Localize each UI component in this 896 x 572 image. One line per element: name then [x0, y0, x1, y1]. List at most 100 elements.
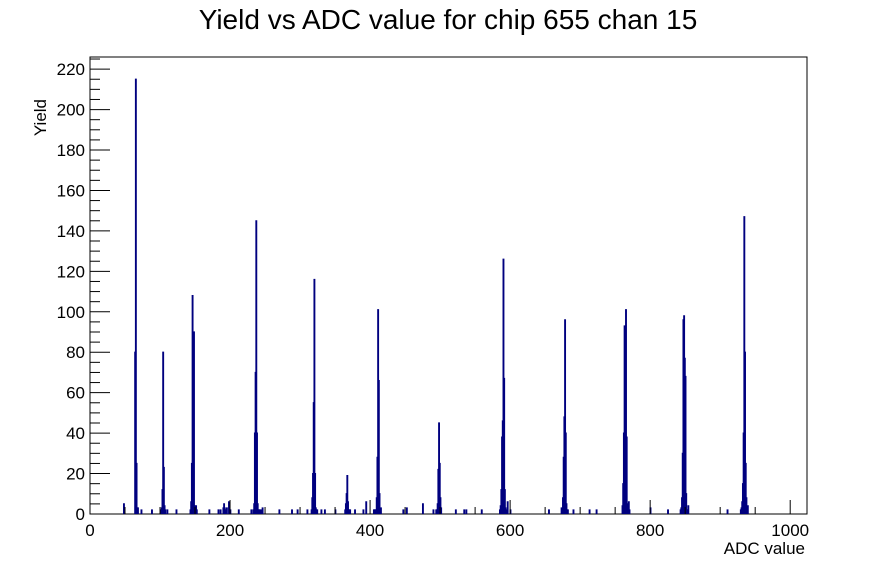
- histogram-bin: [346, 474, 349, 514]
- histogram-bin: [162, 466, 165, 514]
- histogram-bin: [349, 509, 352, 514]
- histogram-bin: [175, 509, 178, 514]
- histogram-bin: [256, 432, 258, 514]
- histogram-bin: [744, 351, 746, 514]
- histogram-bin: [463, 509, 466, 514]
- y-tick-label: 100: [57, 303, 85, 322]
- histogram-bin: [316, 509, 319, 514]
- histogram-bin: [439, 497, 442, 514]
- histogram-bin: [151, 509, 153, 514]
- histogram-bin: [548, 509, 550, 514]
- chart-title: Yield vs ADC value for chip 655 chan 15: [198, 4, 698, 35]
- histogram-bin: [405, 507, 408, 514]
- x-axis-label: ADC value: [724, 539, 805, 558]
- histogram-bin: [237, 509, 240, 514]
- histogram-bin: [726, 509, 729, 514]
- y-tick-label: 180: [57, 141, 85, 160]
- histogram-bin: [137, 507, 139, 514]
- histogram-bin: [362, 509, 365, 514]
- histogram-bin: [134, 78, 137, 514]
- histogram-bin: [347, 501, 349, 514]
- histogram-bin: [572, 509, 575, 514]
- histogram-bin: [320, 509, 323, 514]
- histogram-bin: [255, 220, 258, 514]
- histogram-bin: [306, 509, 309, 514]
- y-tick-label: 160: [57, 181, 85, 200]
- histogram-bin: [566, 509, 569, 514]
- histogram-bin: [278, 509, 281, 514]
- histogram-bin: [505, 509, 508, 514]
- y-tick-label: 60: [66, 384, 85, 403]
- histogram-bin: [250, 509, 253, 514]
- x-tick-label: 1000: [771, 521, 809, 540]
- x-tick-label: 800: [636, 521, 664, 540]
- histogram-bin: [684, 375, 687, 514]
- histogram-bin: [164, 509, 167, 514]
- histogram-bin: [745, 497, 748, 514]
- plot-frame: [89, 56, 808, 515]
- histogram-bin: [378, 493, 381, 514]
- histogram-bin: [228, 501, 230, 514]
- histogram-bin: [402, 509, 405, 514]
- y-tick-label: 220: [57, 60, 85, 79]
- histogram-bin: [628, 509, 631, 514]
- histogram-bin: [260, 509, 263, 514]
- histogram-bin: [687, 505, 690, 514]
- histogram-bin: [225, 507, 228, 514]
- x-tick-label: 200: [216, 521, 244, 540]
- histogram-bin: [421, 503, 424, 514]
- histogram-bin: [377, 379, 380, 514]
- histogram-bin: [667, 509, 669, 514]
- y-axis-label: Yield: [31, 99, 50, 136]
- y-tick-label: 80: [66, 343, 85, 362]
- histogram-bin: [217, 509, 220, 514]
- histogram-bin: [258, 509, 261, 514]
- histogram-bin: [564, 319, 567, 514]
- histogram-bin: [296, 509, 299, 514]
- histogram-bin: [625, 309, 627, 514]
- histogram-bin: [123, 503, 125, 514]
- x-tick-label: 400: [356, 521, 384, 540]
- histogram-bin: [166, 509, 169, 514]
- histogram-bin: [135, 462, 138, 514]
- histogram-bin: [440, 507, 443, 514]
- histogram-bin: [323, 509, 326, 514]
- histogram-bin: [626, 503, 629, 514]
- histogram-bin: [291, 509, 293, 514]
- x-tick-label: 0: [85, 521, 94, 540]
- y-tick-label: 140: [57, 222, 85, 241]
- histogram-bin: [564, 432, 567, 514]
- y-tick-label: 120: [57, 262, 85, 281]
- histogram-bin: [191, 295, 194, 514]
- histogram-bin: [454, 509, 457, 514]
- histogram-bin: [140, 509, 143, 514]
- y-tick-label: 20: [66, 465, 85, 484]
- histogram-bin: [365, 501, 368, 514]
- histogram-bin: [162, 351, 165, 514]
- histogram-bin: [685, 493, 688, 514]
- histogram-bin: [219, 509, 222, 514]
- histogram-bin: [623, 325, 626, 514]
- histogram-bin: [588, 509, 591, 514]
- histogram-bin: [313, 278, 316, 514]
- histogram-bin: [565, 503, 568, 514]
- histogram-bin: [195, 509, 198, 514]
- histogram-bin: [627, 501, 630, 514]
- histogram-bin: [744, 462, 747, 514]
- y-tick-label: 40: [66, 424, 85, 443]
- histogram-bin: [503, 489, 506, 514]
- histogram-bin: [746, 505, 749, 514]
- histogram-bin: [465, 509, 468, 514]
- histogram-bin: [480, 509, 483, 514]
- histogram-bin: [506, 501, 509, 514]
- x-tick-label: 600: [496, 521, 524, 540]
- x-axis: 0 200 400 600 800 1000: [85, 500, 809, 540]
- y-axis: 0 20 40 60 80 100 120 140 160 180 200 220: [57, 58, 110, 524]
- histogram-bin: [193, 331, 195, 514]
- histogram-bin: [261, 507, 264, 514]
- histogram-bin: [354, 509, 356, 514]
- histogram-bars: [123, 78, 749, 514]
- y-tick-label: 200: [57, 101, 85, 120]
- histogram-bin: [595, 509, 598, 514]
